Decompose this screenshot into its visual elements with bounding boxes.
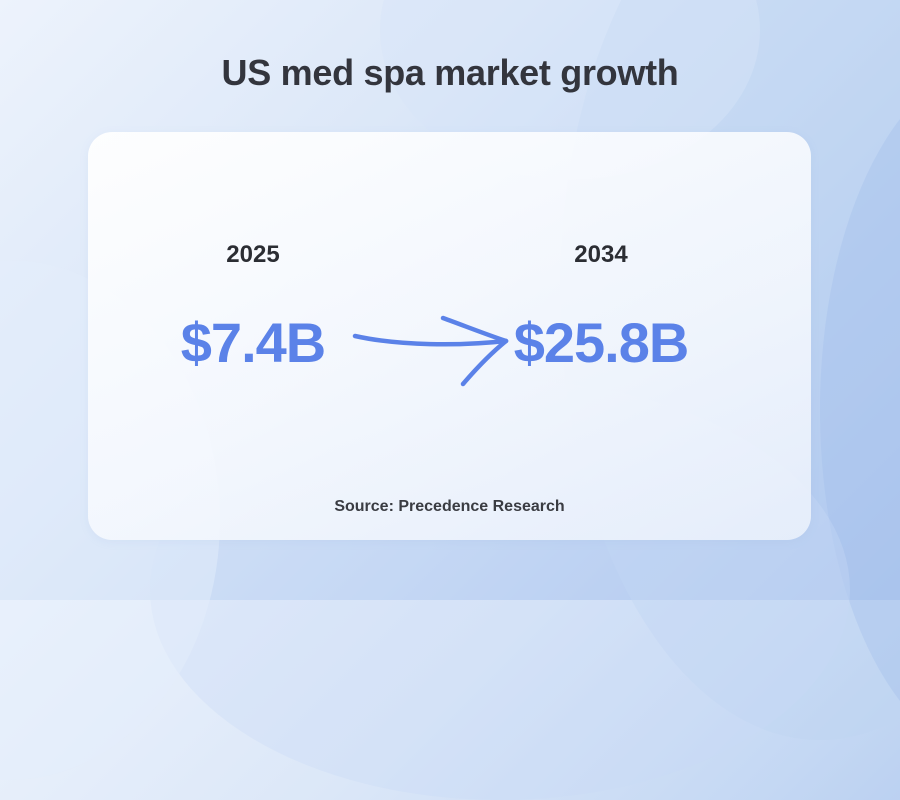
growth-card: 2025 $7.4B 2034 $25.8B Source: Precedenc… xyxy=(88,132,811,540)
source-citation: Source: Precedence Research xyxy=(334,498,565,515)
arrow-right-icon xyxy=(352,315,509,387)
end-value: $25.8B xyxy=(513,311,690,374)
end-year: 2034 xyxy=(574,241,628,268)
background-shape xyxy=(820,60,900,760)
page-title: US med spa market growth xyxy=(221,52,679,93)
start-value: $7.4B xyxy=(180,311,326,374)
start-year: 2025 xyxy=(226,241,280,268)
